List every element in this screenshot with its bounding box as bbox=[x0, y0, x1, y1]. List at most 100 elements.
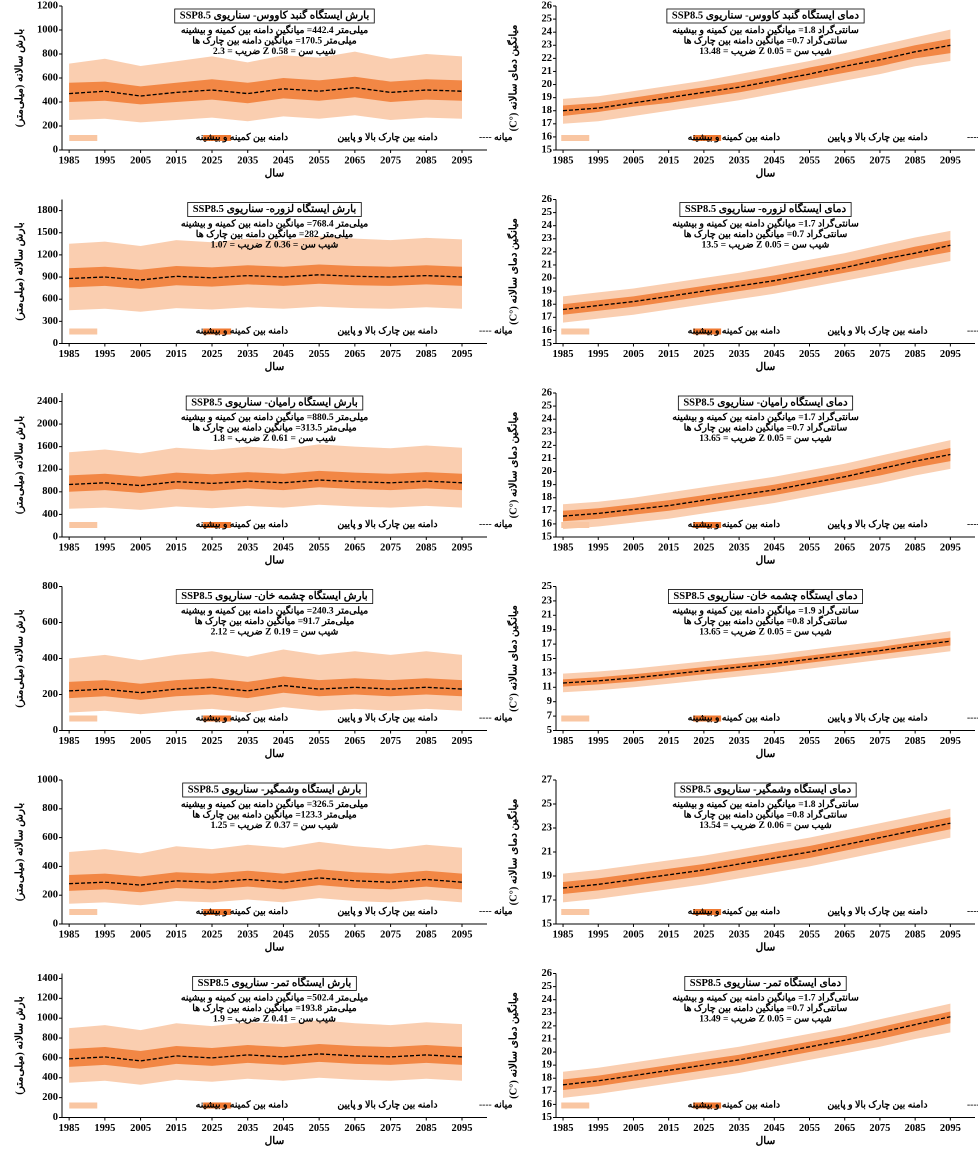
y-tick-label: 1000 bbox=[37, 24, 58, 35]
x-tick-label: 2005 bbox=[623, 929, 644, 940]
y-tick-label: 23 bbox=[542, 40, 553, 51]
y-tick-label: 7 bbox=[547, 711, 552, 722]
y-axis-label: میانگین دمای سالانه (°C) bbox=[505, 24, 519, 131]
legend-label: دامنه بین کمینه و بیشینه bbox=[196, 713, 289, 724]
legend-swatch bbox=[69, 715, 98, 722]
legend-swatch bbox=[693, 135, 722, 141]
x-tick-label: 2005 bbox=[623, 349, 644, 360]
y-tick-label: 19 bbox=[542, 624, 553, 635]
legend-swatch bbox=[203, 715, 232, 722]
x-tick-label: 2085 bbox=[905, 155, 926, 166]
y-axis-label: بارش سالانه (میلی‌متر) bbox=[13, 609, 25, 707]
x-tick-label: 2035 bbox=[237, 1123, 258, 1134]
x-tick-label: 2005 bbox=[623, 542, 644, 553]
median-line bbox=[562, 640, 951, 684]
annotation: شیب سن = 0.05 Z ضریب = 13.49 bbox=[699, 1015, 831, 1025]
y-tick-label: 0 bbox=[53, 725, 58, 736]
legend-label: میانه ---- bbox=[967, 1100, 978, 1111]
x-tick-label: 2015 bbox=[166, 929, 187, 940]
y-tick-label: 0 bbox=[53, 531, 58, 542]
y-tick-label: 200 bbox=[42, 120, 58, 131]
y-tick-label: 24 bbox=[542, 414, 553, 425]
x-tick-label: 2025 bbox=[693, 155, 714, 166]
y-tick-label: 0 bbox=[53, 338, 58, 349]
x-tick-label: 2065 bbox=[834, 929, 855, 940]
x-tick-label: 1995 bbox=[588, 542, 609, 553]
x-axis-label: سال bbox=[265, 361, 285, 373]
chart-panel: 0 300 600 900 1200 1500 1800 1985 1995 2005 2015 20… bbox=[13, 199, 513, 373]
x-tick-label: 2075 bbox=[380, 349, 401, 360]
x-tick-label: 1995 bbox=[94, 1123, 115, 1134]
x-tick-label: 2085 bbox=[905, 542, 926, 553]
legend-swatch bbox=[561, 1102, 590, 1109]
x-tick-label: 2045 bbox=[764, 1123, 785, 1134]
legend-label: دامنه بین چارک بالا و پایین bbox=[827, 519, 928, 530]
legend-label: میانه ---- bbox=[479, 1100, 513, 1111]
title-box bbox=[666, 8, 865, 24]
legend-swatch bbox=[69, 328, 98, 335]
y-tick-label: 0 bbox=[53, 1112, 58, 1123]
x-tick-label: 2075 bbox=[869, 1123, 890, 1134]
x-tick-label: 2095 bbox=[452, 542, 473, 553]
x-tick-label: 2005 bbox=[130, 542, 151, 553]
band bbox=[69, 76, 462, 105]
x-tick-label: 2005 bbox=[130, 349, 151, 360]
x-tick-label: 2055 bbox=[309, 155, 330, 166]
x-tick-label: 2085 bbox=[416, 1123, 437, 1134]
legend-label: میانه ---- bbox=[967, 326, 978, 337]
x-axis-label: سال bbox=[756, 748, 776, 760]
annotation: میلی‌متر 282= میانگین دامنه بین چارک ها bbox=[196, 227, 353, 240]
y-tick-label: 200 bbox=[42, 689, 58, 700]
x-tick-label: 2065 bbox=[344, 1123, 365, 1134]
x-tick-label: 2045 bbox=[764, 736, 785, 747]
legend-label: دامنه بین چارک بالا و پایین bbox=[827, 906, 928, 917]
y-tick-label: 200 bbox=[42, 1092, 58, 1103]
x-tick-label: 1985 bbox=[59, 1123, 80, 1134]
legend-label: میانه ---- bbox=[967, 132, 978, 143]
x-tick-label: 2085 bbox=[416, 542, 437, 553]
y-tick-label: 300 bbox=[42, 316, 58, 327]
x-tick-label: 2085 bbox=[416, 929, 437, 940]
y-tick-label: 22 bbox=[542, 246, 553, 257]
x-axis-label: سال bbox=[265, 941, 285, 953]
y-axis-label: میانگین دمای سالانه (°C) bbox=[505, 798, 519, 905]
y-tick-label: 600 bbox=[42, 1052, 58, 1063]
x-tick-label: 2025 bbox=[693, 349, 714, 360]
y-tick-label: 21 bbox=[542, 846, 553, 857]
band bbox=[69, 470, 462, 493]
x-tick-label: 2065 bbox=[834, 1123, 855, 1134]
x-tick-label: 2045 bbox=[273, 929, 294, 940]
median-line bbox=[562, 244, 951, 311]
legend-label: دامنه بین چارک بالا و پایین bbox=[337, 326, 438, 337]
x-tick-label: 2095 bbox=[940, 349, 961, 360]
y-tick-label: 23 bbox=[542, 595, 553, 606]
annotation: سانتی‌گراد 0.7= میانگین دامنه بین چارک ه… bbox=[684, 227, 848, 240]
y-axis-label: بارش سالانه (میلی‌متر) bbox=[13, 416, 25, 514]
x-tick-label: 2065 bbox=[344, 349, 365, 360]
legend-swatch bbox=[69, 1102, 98, 1109]
x-tick-label: 1985 bbox=[59, 736, 80, 747]
x-tick-label: 2065 bbox=[344, 929, 365, 940]
annotation: میلی‌متر 880.5= میانگین دامنه بین کمینه … bbox=[181, 410, 368, 423]
y-tick-label: 20 bbox=[542, 79, 553, 90]
x-tick-label: 2065 bbox=[344, 155, 365, 166]
x-tick-label: 2095 bbox=[940, 1123, 961, 1134]
y-tick-label: 400 bbox=[42, 509, 58, 520]
y-axis-label: بارش سالانه (میلی‌متر) bbox=[13, 222, 25, 320]
chart-title: دمای ایستگاه چشمه خان- سناریوی SSP8.5 bbox=[673, 588, 858, 602]
median-line bbox=[562, 822, 951, 889]
legend-swatch bbox=[693, 328, 722, 335]
x-tick-label: 2095 bbox=[940, 929, 961, 940]
y-tick-label: 1000 bbox=[37, 774, 58, 785]
y-tick-label: 400 bbox=[42, 861, 58, 872]
x-tick-label: 2015 bbox=[166, 736, 187, 747]
x-tick-label: 2075 bbox=[380, 929, 401, 940]
x-tick-label: 2065 bbox=[344, 542, 365, 553]
x-tick-label: 2075 bbox=[380, 736, 401, 747]
band bbox=[563, 631, 951, 693]
annotation: میلی‌متر 768.4= میانگین دامنه بین کمینه … bbox=[181, 217, 368, 230]
title-box bbox=[684, 976, 847, 991]
x-tick-label: 2045 bbox=[273, 155, 294, 166]
annotation: سانتی‌گراد 0.8= میانگین دامنه بین چارک ه… bbox=[684, 808, 848, 821]
legend-label: دامنه بین چارک بالا و پایین bbox=[827, 326, 928, 337]
